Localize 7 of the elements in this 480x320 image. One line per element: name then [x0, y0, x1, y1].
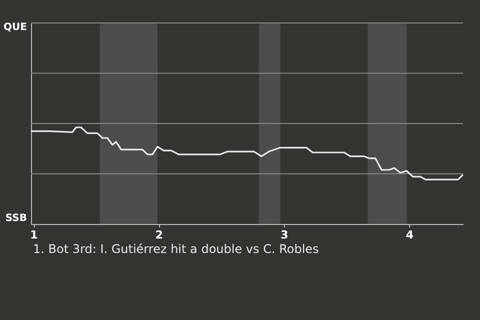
text: QUE [4, 22, 28, 33]
text: 1. Bot 3rd: I. Gutiérrez hit a double vs C. Robles [33, 242, 319, 256]
x-tick-label: 4 [406, 228, 414, 242]
text: SSB [5, 213, 27, 224]
x-tick-label: 1 [30, 228, 38, 242]
x-tick-label: 2 [155, 228, 164, 242]
x-tick-label: 3 [280, 228, 288, 242]
